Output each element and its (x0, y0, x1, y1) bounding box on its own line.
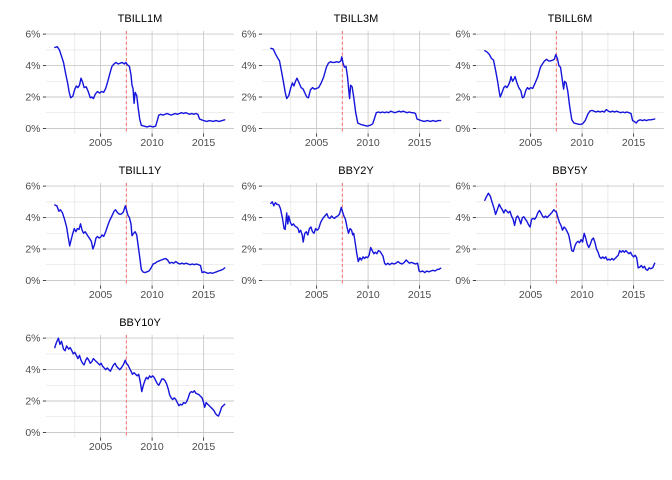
y-tick-label: 2% (25, 396, 40, 408)
facet-panel-bby5y: 2005 2010 2015 0% 2% 4% 6% BBY5Y (455, 165, 664, 301)
x-tick-label: 2015 (408, 289, 432, 301)
series-line-tbill3m (270, 47, 442, 127)
x-tick-label: 2015 (192, 441, 216, 453)
x-tick-label: 2005 (89, 441, 113, 453)
facet-title-tbill6m: TBILL6M (548, 13, 593, 25)
y-tick-label: 4% (241, 212, 256, 224)
y-tick-label: 2% (25, 92, 40, 104)
x-tick-label: 2010 (570, 289, 594, 301)
y-tick-label: 6% (25, 181, 40, 193)
facet-title-bby5y: BBY5Y (552, 165, 588, 177)
x-tick-label: 2015 (192, 137, 216, 149)
y-tick-label: 4% (455, 60, 470, 72)
x-tick-label: 2010 (140, 289, 164, 301)
y-tick-label: 6% (241, 29, 256, 41)
facet-title-tbill3m: TBILL3M (334, 13, 379, 25)
x-tick-label: 2005 (89, 289, 113, 301)
facet-panel-tbill1m: 2005 2010 2015 0% 2% 4% 6% TBILL1M (25, 13, 234, 149)
facet-title-tbill1m: TBILL1M (118, 13, 163, 25)
y-tick-label: 6% (455, 29, 470, 41)
facet-title-bby10y: BBY10Y (119, 317, 161, 329)
y-tick-label: 0% (25, 275, 40, 287)
facet-panel-tbill3m: 2005 2010 2015 0% 2% 4% 6% TBILL3M (241, 13, 450, 149)
y-tick-label: 0% (455, 123, 470, 135)
y-tick-label: 2% (455, 92, 470, 104)
y-tick-label: 2% (455, 244, 470, 256)
x-tick-label: 2005 (519, 137, 543, 149)
y-tick-label: 6% (25, 333, 40, 345)
y-tick-label: 6% (241, 181, 256, 193)
x-tick-label: 2015 (192, 289, 216, 301)
y-tick-label: 6% (25, 29, 40, 41)
facet-title-bby2y: BBY2Y (338, 165, 374, 177)
y-tick-label: 2% (25, 244, 40, 256)
x-tick-label: 2010 (356, 137, 380, 149)
series-line-bby2y (270, 201, 442, 274)
facet-panel-bby2y: 2005 2010 2015 0% 2% 4% 6% BBY2Y (241, 165, 450, 301)
x-tick-label: 2010 (356, 289, 380, 301)
facet-title-tbill1y: TBILL1Y (119, 165, 162, 177)
y-tick-label: 4% (25, 364, 40, 376)
series-line-tbill1y (54, 204, 226, 275)
facet-panel-tbill6m: 2005 2010 2015 0% 2% 4% 6% TBILL6M (455, 13, 664, 149)
y-tick-label: 4% (241, 60, 256, 72)
x-tick-label: 2005 (305, 137, 329, 149)
y-tick-label: 4% (455, 212, 470, 224)
x-tick-label: 2015 (622, 137, 646, 149)
y-tick-label: 0% (241, 275, 256, 287)
x-tick-label: 2005 (305, 289, 329, 301)
series-line-tbill1m (54, 46, 226, 128)
x-tick-label: 2015 (622, 289, 646, 301)
y-tick-label: 6% (455, 181, 470, 193)
series-line-tbill6m (484, 50, 656, 126)
x-tick-label: 2010 (140, 441, 164, 453)
facet-panel-tbill1y: 2005 2010 2015 0% 2% 4% 6% TBILL1Y (25, 165, 234, 301)
facet-panel-bby10y: 2005 2010 2015 0% 2% 4% 6% BBY10Y (25, 317, 234, 453)
x-tick-label: 2015 (408, 137, 432, 149)
y-tick-label: 0% (25, 123, 40, 135)
y-tick-label: 2% (241, 244, 256, 256)
series-line-bby5y (484, 192, 656, 271)
series-line-bby10y (54, 337, 226, 417)
x-tick-label: 2005 (519, 289, 543, 301)
x-tick-label: 2005 (89, 137, 113, 149)
y-tick-label: 2% (241, 92, 256, 104)
x-tick-label: 2010 (570, 137, 594, 149)
y-tick-label: 0% (241, 123, 256, 135)
y-tick-label: 0% (25, 427, 40, 439)
y-tick-label: 4% (25, 212, 40, 224)
y-tick-label: 4% (25, 60, 40, 72)
x-tick-label: 2010 (140, 137, 164, 149)
y-tick-label: 0% (455, 275, 470, 287)
